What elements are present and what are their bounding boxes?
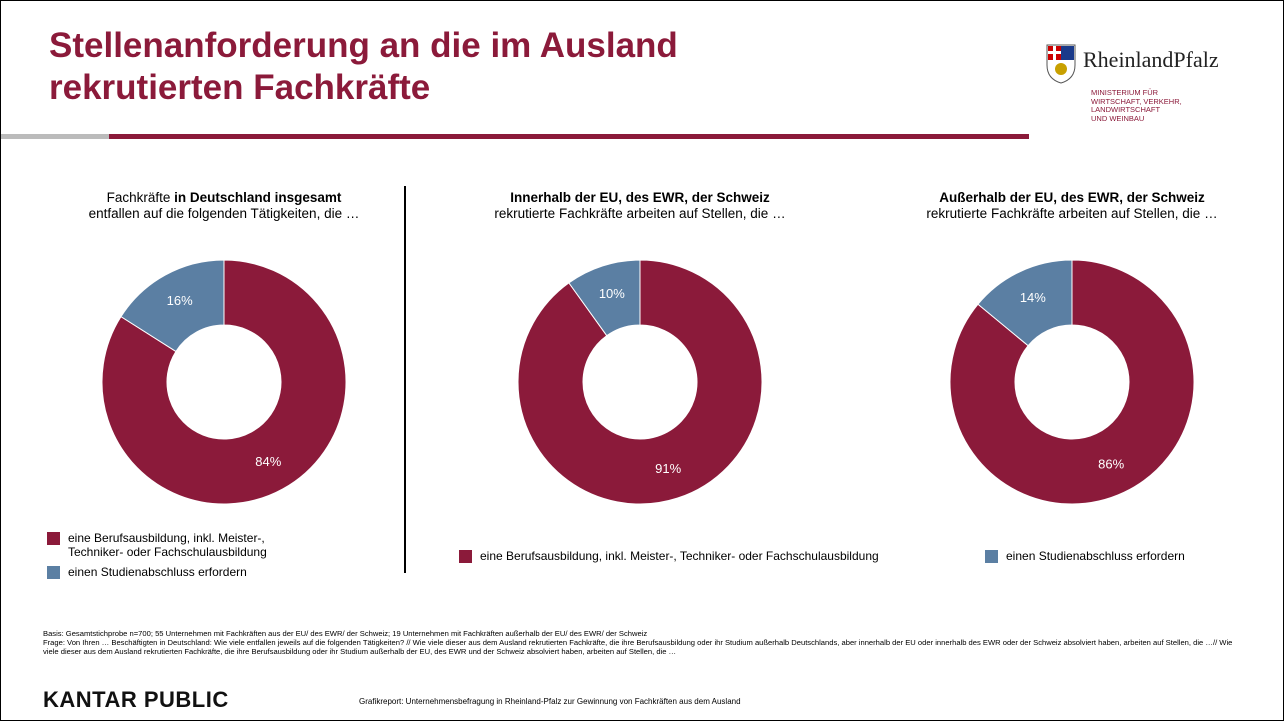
legend-label: einen Studienabschluss erfordern <box>1006 549 1185 563</box>
question: Frage: Von Ihren … Beschäftigten in Deut… <box>43 638 1233 656</box>
chart-subtitle: rekrutierte Fachkräfte arbeiten auf Stel… <box>926 206 1218 221</box>
chart-title: Außerhalb der EU, des EWR, der Schweiz re… <box>902 190 1242 222</box>
ministry-line: WIRTSCHAFT, VERKEHR, <box>1091 96 1182 106</box>
donut-slice <box>120 259 225 353</box>
chart-subtitle: rekrutierte Fachkräfte arbeiten auf Stel… <box>494 206 786 221</box>
value-label: 91% <box>655 461 681 476</box>
value-label: 86% <box>1098 457 1124 472</box>
legend-item: einen Studienabschluss erfordern <box>47 565 327 579</box>
report-note: Grafikreport: Unternehmensbefragung in R… <box>359 697 741 706</box>
donut-slice <box>977 259 1073 347</box>
header-bar-grey <box>1 134 109 139</box>
legend-item: eine Berufsausbildung, inkl. Meister-, T… <box>47 531 327 559</box>
legend-swatch <box>47 532 60 545</box>
chart-title-bold: Innerhalb der EU, des EWR, der Schweiz <box>510 190 770 205</box>
legend: eine Berufsausbildung, inkl. Meister-, T… <box>47 531 327 579</box>
ministry: MINISTERIUM FÜR WIRTSCHAFT, VERKEHR, LANDW… <box>1091 88 1182 123</box>
ministry-line: LANDWIRTSCHAFT <box>1091 105 1161 114</box>
value-label: 10% <box>599 286 625 301</box>
chart-title-part: Fachkräfte <box>106 190 171 205</box>
basis: Basis: Gesamtstichprobe n=700; 55 Untern… <box>43 629 648 638</box>
chart-title: Fachkräfte in Deutschland insgesamt entfa… <box>54 190 394 222</box>
chart-subtitle: entfallen auf die folgenden Tätigkeiten,… <box>88 206 360 221</box>
chart-title: Innerhalb der EU, des EWR, der Schweiz re… <box>470 190 810 222</box>
legend-swatch <box>459 550 472 563</box>
ministry-line: MINISTERIUM FÜR <box>1091 88 1159 97</box>
legend-label: eine Berufsausbildung, inkl. Meister-, T… <box>480 549 879 563</box>
value-label: 14% <box>1020 290 1046 305</box>
legend-item: eine Berufsausbildung, inkl. Meister-, T… <box>459 549 879 563</box>
ministry-line: UND WEINBAU <box>1091 113 1145 123</box>
chart-title-part: in Deutschland insgesamt <box>174 190 342 205</box>
header-bar <box>109 134 1029 139</box>
donut-slice <box>568 259 641 337</box>
donut-slice <box>101 259 347 505</box>
value-label: 84% <box>255 454 281 469</box>
donut-slice <box>949 259 1195 505</box>
logo-name: RheinlandPfalz <box>1083 47 1219 72</box>
legend-label: eine Berufsausbildung, inkl. Meister-, T… <box>68 531 267 559</box>
donut-slice <box>517 259 763 505</box>
legend-swatch <box>985 550 998 563</box>
brand: KANTAR PUBLIC <box>43 687 229 712</box>
chart-title-bold: Außerhalb der EU, des EWR, der Schweiz <box>939 190 1205 205</box>
legend-swatch <box>47 566 60 579</box>
crest <box>1046 44 1076 84</box>
legend-item: einen Studienabschluss erfordern <box>985 549 1185 563</box>
footnote: Basis: Gesamtstichprobe n=700; 55 Untern… <box>43 629 1243 656</box>
title: Stellenanforderung an die im Ausland rek… <box>49 26 678 107</box>
legend-label: einen Studienabschluss erfordern <box>68 565 247 579</box>
value-label: 16% <box>167 293 193 308</box>
